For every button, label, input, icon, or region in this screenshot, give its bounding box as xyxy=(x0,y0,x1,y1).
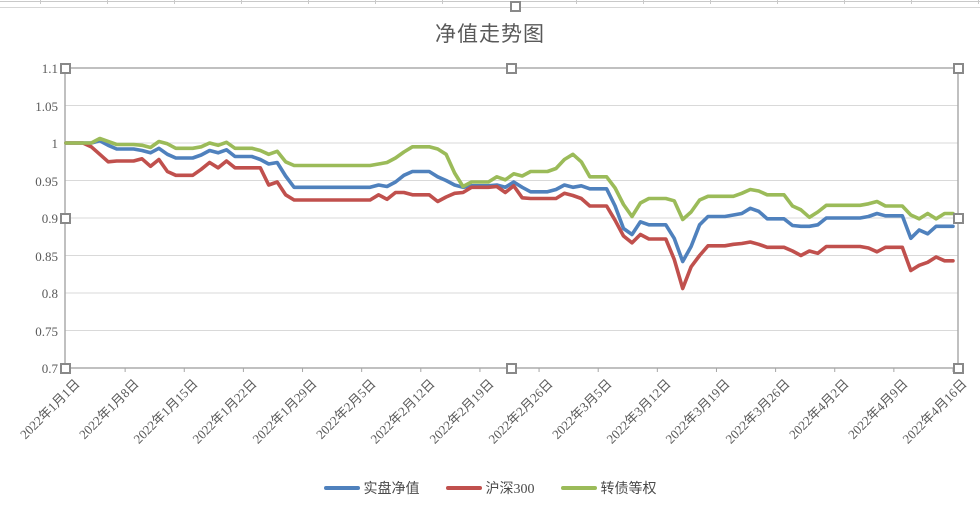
plot-resize-handle[interactable] xyxy=(59,62,71,74)
plot-resize-handle[interactable] xyxy=(506,62,517,74)
y-axis-label: 0.9 xyxy=(41,211,58,226)
chart-object-top-border xyxy=(0,7,980,8)
series-line-1-沪深300[interactable] xyxy=(64,141,955,291)
sheet-column-tick xyxy=(576,0,577,4)
legend-line-marker xyxy=(560,486,597,490)
legend-line-marker xyxy=(445,486,482,490)
legend-label: 实盘净值 xyxy=(363,482,420,497)
sheet-column-tick xyxy=(844,0,845,4)
sheet-column-tick xyxy=(777,0,778,4)
sheet-row-gridline xyxy=(0,1,980,2)
plot-resize-handle[interactable] xyxy=(59,212,71,224)
plot-resize-handle[interactable] xyxy=(506,362,517,374)
y-axis-label: 1 xyxy=(51,136,59,151)
sheet-column-tick xyxy=(643,0,644,4)
plot-resize-handle[interactable] xyxy=(952,362,964,374)
sheet-column-tick xyxy=(107,0,108,4)
y-axis-label: 0.75 xyxy=(35,323,58,339)
y-axis-label: 0.95 xyxy=(35,173,58,189)
y-axis[interactable]: 1.1 1.05 1 0.95 0.9 0.85 0.8 0.75 0.7 xyxy=(0,0,58,400)
series-line-2-转债等权[interactable] xyxy=(64,136,955,222)
sheet-column-tick xyxy=(375,0,376,4)
sheet-column-tick xyxy=(978,0,979,4)
sheet-column-tick xyxy=(308,0,309,4)
plot-resize-handle[interactable] xyxy=(952,212,964,224)
legend-label: 转债等权 xyxy=(600,482,657,497)
series-line-0-实盘净值[interactable] xyxy=(64,139,955,264)
y-axis-label: 0.85 xyxy=(35,248,58,264)
chart-legend[interactable]: 实盘净值 沪深300 转债等权 xyxy=(0,478,980,498)
y-axis-label: 1.05 xyxy=(35,98,58,114)
y-axis-label: 0.7 xyxy=(41,361,58,376)
sheet-column-tick xyxy=(241,0,242,4)
plot-resize-handle[interactable] xyxy=(952,62,964,74)
sheet-column-tick xyxy=(710,0,711,4)
sheet-column-tick xyxy=(40,0,41,4)
sheet-column-tick xyxy=(442,0,443,4)
sheet-column-tick xyxy=(911,0,912,4)
legend-item-沪深300[interactable]: 沪深300 xyxy=(445,478,535,498)
sheet-column-tick xyxy=(174,0,175,4)
chart-title[interactable]: 净值走势图 xyxy=(435,22,545,46)
y-axis-label: 1.1 xyxy=(41,61,58,76)
plot-resize-handle[interactable] xyxy=(59,362,71,374)
chart-object-top-resize-handle[interactable] xyxy=(510,1,521,12)
legend-line-marker xyxy=(323,486,360,490)
legend-item-转债等权[interactable]: 转债等权 xyxy=(560,478,657,498)
legend-label: 沪深300 xyxy=(485,482,535,497)
legend-item-实盘净值[interactable]: 实盘净值 xyxy=(323,478,420,498)
y-axis-label: 0.8 xyxy=(41,286,58,301)
